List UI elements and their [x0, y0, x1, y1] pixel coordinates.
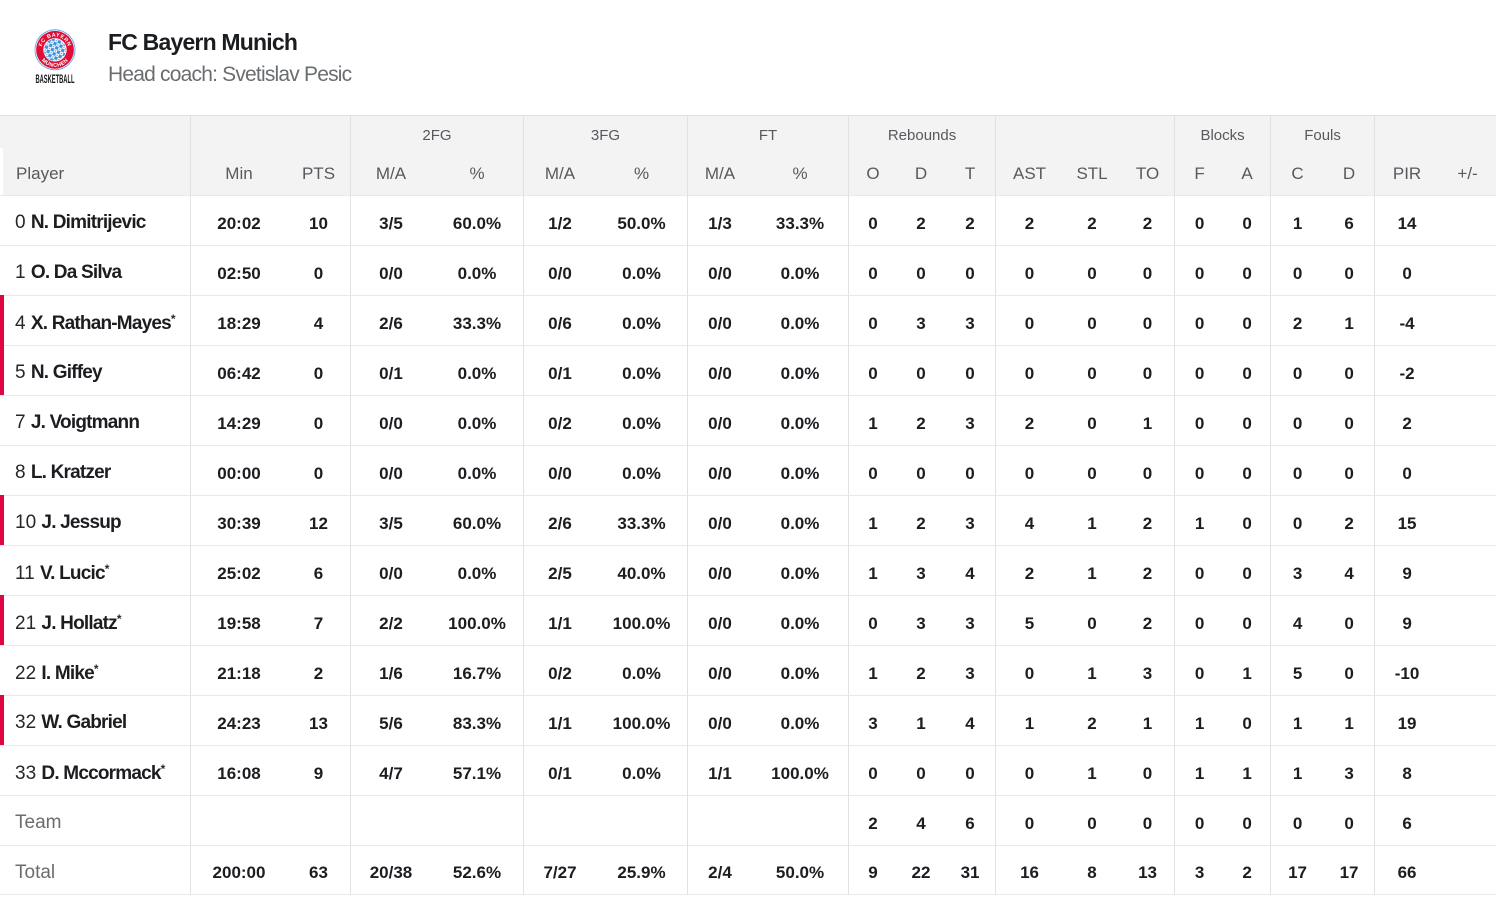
svg-text:MÜNCHEN: MÜNCHEN — [40, 58, 70, 69]
svg-text:BASKETBALL: BASKETBALL — [36, 74, 75, 84]
